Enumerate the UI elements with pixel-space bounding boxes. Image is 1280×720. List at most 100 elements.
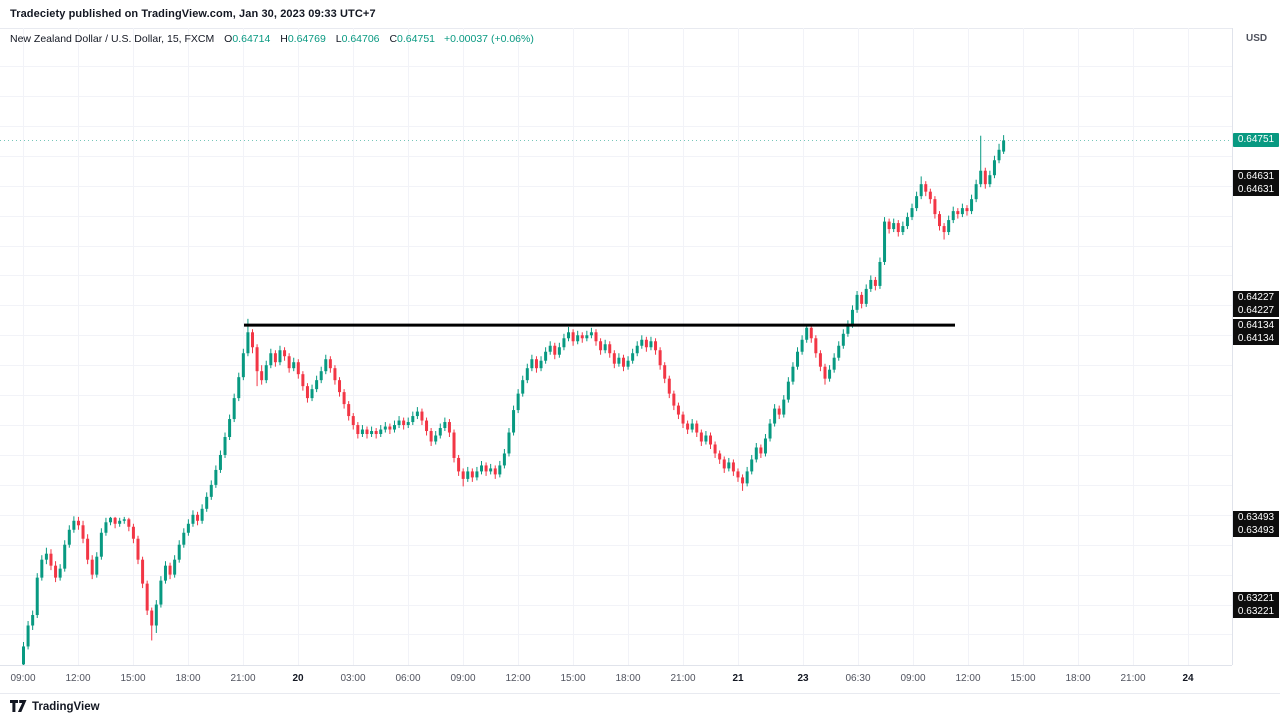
candle-body: [480, 465, 483, 472]
candle-body: [621, 357, 625, 367]
candle-body: [113, 517, 117, 524]
candle-body: [264, 365, 268, 381]
candle: [22, 641, 25, 665]
candle: [763, 434, 767, 457]
close-label: C: [389, 33, 398, 45]
candle: [67, 525, 71, 548]
candle: [228, 414, 232, 440]
candle: [750, 454, 754, 475]
candle: [947, 215, 951, 236]
candle: [154, 600, 158, 633]
candle: [786, 377, 790, 403]
candle-body: [150, 610, 154, 626]
footer-bar: TradingView: [0, 693, 1280, 720]
candle: [173, 555, 177, 578]
candle: [301, 371, 305, 391]
time-tick-label: 15:00: [1010, 673, 1036, 684]
candle-body: [255, 347, 259, 372]
candle-body: [141, 559, 145, 584]
time-tick-label: 24: [1182, 673, 1194, 684]
candle: [548, 341, 552, 355]
candle: [54, 561, 58, 583]
candle-body: [599, 341, 603, 351]
tradingview-logo-text: TradingView: [32, 700, 100, 713]
candle: [800, 335, 804, 355]
candle: [608, 341, 612, 358]
candle-body: [196, 514, 200, 521]
candle-body: [99, 532, 103, 557]
candle-body: [246, 332, 250, 354]
candle-body: [718, 453, 722, 460]
candle-body: [310, 389, 314, 399]
candle-body: [896, 223, 900, 233]
time-tick-label: 21: [732, 673, 744, 684]
candle-body: [915, 196, 919, 209]
candle-body: [805, 327, 809, 340]
time-axis[interactable]: 09:00 12:00 15:00 18:00 21:00 20 03:00 06:00 09:…: [0, 665, 1232, 694]
candle-body: [754, 447, 758, 460]
candle: [896, 220, 900, 237]
candle: [919, 176, 923, 200]
candle: [580, 332, 584, 343]
candle: [649, 336, 653, 351]
candle-body: [228, 419, 232, 438]
candle: [383, 422, 387, 433]
candle: [855, 290, 859, 313]
candle: [713, 441, 717, 458]
candle: [338, 377, 342, 397]
candle: [791, 362, 795, 385]
candle-body: [200, 508, 204, 521]
candle-body: [461, 471, 465, 479]
candle-body: [947, 220, 951, 233]
candle: [310, 384, 314, 402]
candle: [796, 347, 800, 370]
price-axis[interactable]: 0.650000.649000.648000.647000.645000.644…: [1232, 28, 1280, 665]
candle: [635, 341, 639, 357]
candle-body: [31, 615, 35, 626]
candle: [480, 460, 483, 475]
candle: [255, 344, 259, 387]
candle: [727, 457, 731, 472]
candle-body: [768, 423, 772, 439]
candle: [457, 454, 461, 476]
candle: [878, 257, 882, 289]
symbol-title[interactable]: New Zealand Dollar / U.S. Dollar, 15, FX…: [10, 33, 215, 45]
top-separator: [0, 28, 1280, 29]
candle-body: [22, 646, 25, 665]
candle-body: [209, 484, 213, 497]
candle-body: [919, 184, 923, 197]
candle-body: [800, 339, 804, 352]
candle-body: [617, 357, 621, 364]
level-price-label: 0.64227: [1233, 291, 1279, 304]
candle-body: [1002, 140, 1006, 152]
candle-body: [869, 279, 873, 289]
candle-body: [484, 465, 488, 472]
candle: [342, 389, 346, 409]
candle: [109, 516, 113, 526]
time-tick-label: 06:30: [845, 673, 871, 684]
candle: [186, 519, 190, 536]
candle: [328, 356, 332, 373]
candle: [525, 363, 529, 384]
chart-pane[interactable]: [0, 28, 1232, 665]
close-value: 0.64751: [397, 33, 436, 45]
level-price-label: 0.64631: [1233, 183, 1279, 196]
candle-body: [232, 398, 236, 420]
candle: [887, 218, 891, 234]
candle-body: [502, 453, 506, 466]
symbol-legend[interactable]: New Zealand Dollar / U.S. Dollar, 15, FX…: [10, 33, 534, 45]
tradingview-logo[interactable]: TradingView: [10, 700, 100, 713]
candle-body: [131, 526, 135, 539]
candle: [406, 417, 410, 429]
candle: [846, 320, 850, 337]
candle: [429, 428, 433, 446]
candle: [269, 348, 273, 369]
time-tick-label: 09:00: [450, 673, 476, 684]
candle: [910, 203, 914, 221]
candle-body: [699, 432, 703, 442]
candle-body: [182, 532, 186, 545]
candle-body: [379, 429, 383, 435]
candle-body: [397, 420, 401, 426]
level-price-label: 0.63493: [1233, 524, 1279, 537]
candle-body: [631, 353, 635, 361]
